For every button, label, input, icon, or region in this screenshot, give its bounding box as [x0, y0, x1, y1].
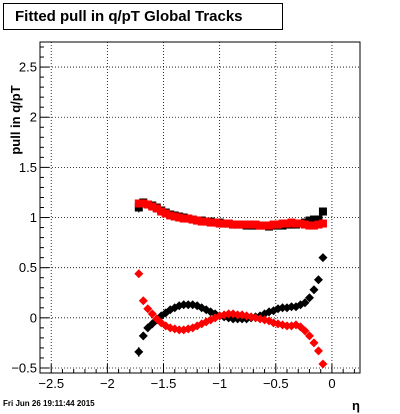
- black-square-marker: [309, 215, 318, 224]
- y-tick-label: 1.5: [19, 160, 37, 175]
- y-tick-label: −0.5: [11, 360, 37, 375]
- red-square-marker: [318, 219, 327, 228]
- black-diamond-marker: [304, 293, 314, 303]
- x-tick-label: −1.5: [151, 376, 177, 391]
- red-diamond-marker: [313, 346, 323, 356]
- red-square-marker: [283, 219, 292, 228]
- red-square-marker: [215, 219, 224, 228]
- red-square-marker: [170, 212, 179, 221]
- red-square-marker: [166, 211, 175, 220]
- timestamp-footer: Fri Jun 26 19:11:44 2015: [3, 399, 95, 408]
- red-square-marker: [265, 221, 274, 230]
- red-square-marker: [157, 207, 166, 216]
- x-tick-label: −1: [212, 376, 227, 391]
- red-square-marker: [278, 219, 287, 228]
- chart-title-box: Fitted pull in q/pT Global Tracks: [3, 3, 283, 30]
- red-square-marker: [197, 217, 206, 226]
- black-diamond-marker: [309, 285, 319, 295]
- red-square-marker: [274, 220, 283, 229]
- red-square-marker: [256, 221, 265, 230]
- black-diamond-marker: [313, 275, 323, 285]
- red-square-marker: [193, 216, 202, 225]
- y-tick-label: 0: [30, 310, 37, 325]
- red-square-marker: [211, 218, 220, 227]
- red-square-marker: [188, 215, 197, 224]
- red-diamond-marker: [309, 338, 319, 348]
- black-diamond-marker: [134, 347, 144, 357]
- red-square-marker: [309, 221, 318, 230]
- red-square-marker: [139, 199, 148, 208]
- red-square-marker: [305, 221, 314, 230]
- red-square-marker: [175, 213, 184, 222]
- red-square-marker: [184, 214, 193, 223]
- red-diamond-marker: [134, 269, 144, 279]
- red-diamond-marker: [147, 309, 157, 319]
- y-tick-label: 0.5: [19, 260, 37, 275]
- y-axis-title: pull in q/pT: [8, 85, 23, 154]
- black-diamond-marker: [318, 253, 328, 263]
- black-diamond-marker: [300, 298, 310, 308]
- red-square-marker: [269, 220, 278, 229]
- red-square-marker: [148, 202, 157, 211]
- red-diamond-marker: [138, 296, 148, 306]
- red-square-marker: [296, 219, 305, 228]
- x-axis-title: η: [352, 398, 360, 413]
- red-square-marker: [179, 214, 188, 223]
- red-square-marker: [152, 204, 161, 213]
- red-square-marker: [242, 220, 251, 229]
- red-square-marker: [143, 200, 152, 209]
- x-tick-label: 0: [328, 376, 335, 391]
- black-square-marker: [134, 203, 143, 212]
- black-square-marker: [318, 207, 327, 216]
- red-square-marker: [229, 220, 238, 229]
- red-square-marker: [202, 217, 211, 226]
- black-square-marker: [305, 216, 314, 225]
- black-square-marker: [314, 215, 323, 224]
- x-tick-label: −0.5: [263, 376, 289, 391]
- red-square-marker: [287, 218, 296, 227]
- red-square-marker: [247, 220, 256, 229]
- x-tick-label: −2: [100, 376, 115, 391]
- red-square-marker: [251, 220, 260, 229]
- red-square-marker: [206, 218, 215, 227]
- y-tick-label: 2: [30, 110, 37, 125]
- red-diamond-marker: [304, 331, 314, 341]
- red-diamond-marker: [300, 326, 310, 336]
- red-square-marker: [238, 220, 247, 229]
- red-square-marker: [233, 220, 242, 229]
- data-points: [134, 198, 328, 369]
- y-tick-label: 1: [30, 210, 37, 225]
- black-diamond-marker: [138, 331, 148, 341]
- tick-labels: −2.5 −2 −1.5 −1 −0.5 0 −0.5 0 0.5 1 1.5 2 2.5: [11, 60, 335, 391]
- red-square-marker: [224, 219, 233, 228]
- red-square-marker: [300, 220, 309, 229]
- red-square-marker: [260, 221, 269, 230]
- red-diamond-marker: [143, 304, 153, 314]
- red-square-marker: [292, 219, 300, 228]
- red-square-marker: [314, 220, 323, 229]
- red-square-marker: [161, 209, 170, 218]
- axis-ticks: [39, 46, 355, 373]
- y-tick-label: 2.5: [19, 60, 37, 75]
- chart-title: Fitted pull in q/pT Global Tracks: [15, 8, 243, 25]
- red-diamond-marker: [318, 359, 328, 369]
- red-square-marker: [134, 199, 143, 208]
- red-square-marker: [220, 219, 229, 228]
- x-tick-label: −2.5: [38, 376, 64, 391]
